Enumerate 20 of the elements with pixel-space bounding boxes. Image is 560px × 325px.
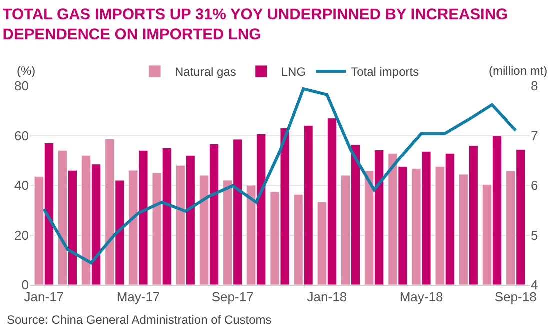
x-tick-label: May-18: [400, 290, 444, 305]
y2-axis-title: (million mt): [489, 64, 548, 78]
x-tick-label: May-17: [116, 290, 160, 305]
y2-tick-label: 6: [531, 178, 538, 194]
y2-tick-label: 8: [531, 78, 538, 94]
y-tick-label: 40: [14, 178, 29, 194]
y2-tick-label: 7: [531, 128, 538, 144]
y-tick-label: 20: [14, 228, 29, 243]
source-note: Source: China General Administration of Customs: [7, 313, 272, 325]
y-tick-label: 80: [14, 78, 29, 94]
y2-tick-label: 5: [531, 228, 538, 243]
y-tick-label: 60: [14, 128, 29, 144]
x-tick-label: Jan-18: [307, 290, 348, 305]
legend-label: Natural gas: [175, 65, 236, 80]
chart-title: TOTAL GAS IMPORTS UP 31% YOY UNDERPINNED BY INCREASING DEPENDENCE ON IMPORTED LNG: [2, 6, 508, 44]
legend-label: Total imports: [351, 65, 420, 80]
y-axis-title: (%): [17, 64, 36, 78]
x-tick-label: Sep-17: [212, 290, 254, 305]
line-series: [42, 87, 518, 265]
legend-label: LNG: [281, 65, 306, 80]
